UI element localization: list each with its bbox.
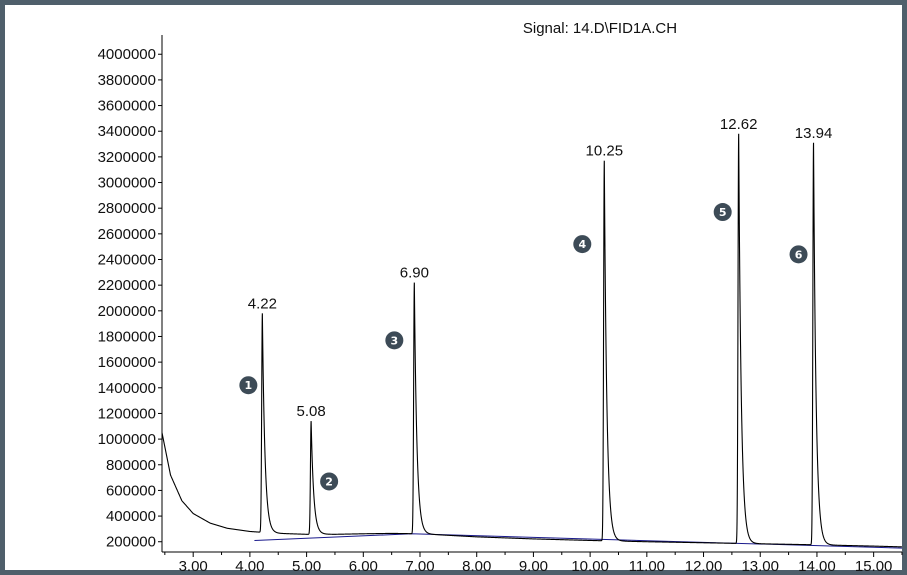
peak-marker-circle	[320, 472, 339, 491]
y-tick-label: 600000	[106, 482, 156, 499]
y-tick-label: 2600000	[98, 226, 156, 243]
y-tick-label: 3200000	[98, 149, 156, 166]
y-tick-label: 2200000	[98, 277, 156, 294]
peak-label: 5.08	[297, 403, 326, 420]
peak-marker: 5	[713, 203, 732, 222]
x-tick-label: 5.00	[292, 558, 321, 575]
x-tick-label: 7.00	[405, 558, 434, 575]
x-tick-label: 13.00	[741, 558, 779, 575]
signal-trace-line	[161, 133, 902, 548]
peak-marker-number: 4	[578, 238, 586, 251]
signal-trace	[161, 133, 902, 548]
peak-label: 4.22	[248, 295, 277, 312]
y-tick-label: 200000	[106, 534, 156, 551]
x-tick-label: 8.00	[462, 558, 491, 575]
y-tick-label: 3600000	[98, 98, 156, 115]
peak-marker: 4	[573, 235, 592, 254]
y-tick-label: 3000000	[98, 175, 156, 192]
x-axis: 3.00 4.00 5.00 6.00 7.00 8.00 9.00 10.00 11.00 12…	[162, 551, 903, 575]
peak-label: 6.90	[400, 265, 429, 282]
peak-marker-number: 1	[245, 379, 253, 392]
x-tick-label: 12.00	[685, 558, 723, 575]
y-tick-label: 1800000	[98, 328, 156, 345]
peak-marker: 1	[239, 376, 258, 395]
peak-marker-number: 6	[795, 248, 803, 261]
y-tick-label: 1000000	[98, 431, 156, 448]
y-tick-label: 4000000	[98, 46, 156, 63]
peak-marker-number: 3	[391, 334, 399, 347]
y-tick-label: 800000	[106, 457, 156, 474]
peak-marker-number: 5	[719, 206, 727, 219]
peak-marker-circle	[573, 235, 592, 254]
x-tick-label: 3.00	[179, 558, 208, 575]
peak-labels: 4.22 5.08 6.90 10.25 12.62 13.94	[248, 116, 833, 420]
y-tick-label: 2000000	[98, 303, 156, 320]
y-tick-label: 3800000	[98, 72, 156, 89]
peak-markers: 1 2 3 4 5 6	[239, 203, 808, 491]
peak-marker: 3	[385, 331, 404, 350]
peak-marker-circle	[385, 331, 404, 350]
x-tick-label: 9.00	[519, 558, 548, 575]
peak-label: 10.25	[586, 143, 624, 160]
peak-marker-circle	[789, 245, 808, 264]
x-tick-label: 6.00	[349, 558, 378, 575]
integration-baseline	[254, 533, 903, 549]
y-axis: 200000 400000 600000 800000 1000000 1200000 14…	[98, 35, 163, 552]
x-tick-label: 10.00	[571, 558, 609, 575]
peak-marker-number: 2	[325, 475, 333, 488]
y-tick-label: 2800000	[98, 200, 156, 217]
peak-marker-circle	[239, 376, 258, 395]
signal-title: Signal: 14.D\FID1A.CH	[523, 20, 677, 37]
x-tick-label: 4.00	[235, 558, 264, 575]
y-tick-label: 1200000	[98, 405, 156, 422]
integration-baseline-line	[254, 533, 903, 549]
x-tick-label: 14.00	[798, 558, 836, 575]
peak-marker: 2	[320, 472, 339, 491]
peak-marker-circle	[713, 203, 732, 222]
y-tick-label: 1400000	[98, 380, 156, 397]
y-tick-label: 2400000	[98, 252, 156, 269]
y-tick-label: 400000	[106, 508, 156, 525]
y-tick-label: 1600000	[98, 354, 156, 371]
peak-label: 13.94	[795, 125, 833, 142]
x-tick-label: 11.00	[629, 558, 665, 575]
peak-label: 12.62	[720, 116, 758, 133]
peak-marker: 6	[789, 245, 808, 264]
y-tick-label: 3400000	[98, 123, 156, 140]
x-tick-label: 15.00	[855, 558, 893, 575]
